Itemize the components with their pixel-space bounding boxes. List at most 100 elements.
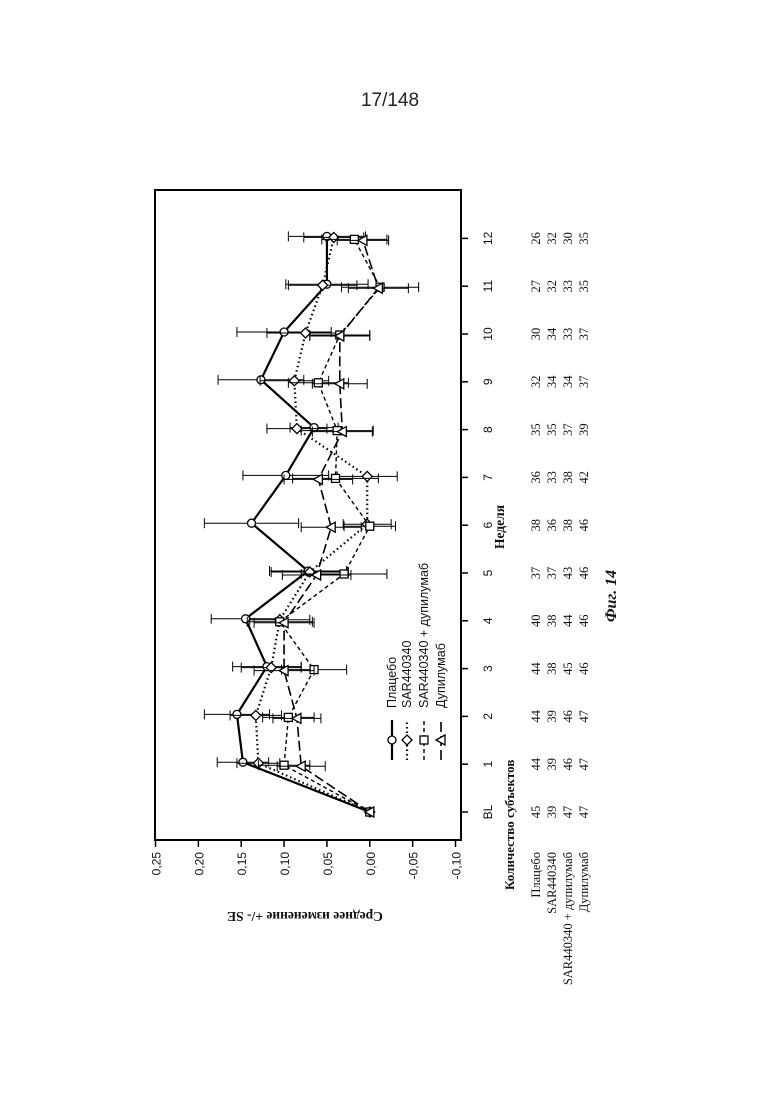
- subjects-row-label: Плацебо: [529, 852, 543, 898]
- y-tick-label: 0,25: [150, 852, 164, 876]
- x-tick-label: 7: [481, 474, 495, 481]
- subjects-count: 46: [561, 758, 575, 771]
- legend-marker: [420, 736, 428, 744]
- subjects-count: 47: [577, 758, 591, 771]
- x-tick-label: 11: [481, 280, 495, 293]
- y-tick-label: 0,00: [364, 852, 378, 876]
- subjects-table-title: Количество субъектов: [502, 760, 517, 890]
- data-point: [301, 328, 311, 338]
- data-point: [362, 471, 372, 481]
- legend-label: SAR440340 + дупилумаб: [417, 563, 431, 708]
- subjects-count: 43: [561, 567, 575, 580]
- y-tick-label: 0,10: [278, 852, 292, 876]
- subjects-row-label: SAR440340: [545, 852, 559, 914]
- y-tick-label: -0,05: [407, 852, 421, 880]
- subjects-count: 37: [545, 567, 559, 580]
- subjects-count: 33: [545, 471, 559, 484]
- subjects-count: 37: [529, 567, 543, 580]
- subjects-count: 39: [577, 423, 591, 436]
- subjects-count: 30: [561, 232, 575, 245]
- series-1: [204, 231, 373, 816]
- subjects-count: 45: [529, 806, 543, 819]
- data-point: [280, 328, 288, 336]
- data-point: [280, 761, 288, 769]
- data-point: [251, 710, 261, 720]
- x-axis: BL123456789101112: [461, 231, 495, 819]
- data-point: [284, 713, 292, 721]
- subjects-count: 39: [545, 710, 559, 723]
- data-point: [233, 710, 241, 718]
- subjects-row: SAR44034039393938383736333534343232: [545, 232, 559, 914]
- subjects-count: 36: [545, 519, 559, 532]
- subjects-count: 44: [561, 614, 575, 627]
- legend-item: SAR440340: [400, 641, 414, 760]
- x-tick-label: BL: [481, 804, 495, 819]
- subjects-count: 39: [545, 758, 559, 771]
- data-point: [282, 471, 290, 479]
- subjects-count: 42: [577, 471, 591, 484]
- subjects-count: 47: [561, 806, 575, 819]
- x-tick-label: 4: [481, 617, 495, 624]
- subjects-count: 46: [561, 710, 575, 723]
- legend-label: Плацебо: [385, 657, 399, 708]
- data-point: [314, 379, 322, 387]
- subjects-count: 33: [561, 280, 575, 293]
- subjects-count: 38: [545, 662, 559, 675]
- subjects-row-label: Дупилумаб: [577, 852, 591, 912]
- x-tick-label: 3: [481, 665, 495, 672]
- subjects-count: 45: [561, 662, 575, 675]
- subjects-count: 39: [545, 806, 559, 819]
- subjects-count: 35: [529, 423, 543, 436]
- y-tick-label: 0,20: [192, 852, 206, 876]
- subjects-count: 34: [561, 375, 575, 388]
- data-point: [350, 235, 358, 243]
- subjects-row: SAR440340 + дупилумаб 47 46 46 45 44 43 38 38 37 3…: [561, 232, 575, 985]
- x-tick-label: 12: [481, 231, 495, 245]
- subjects-count: 46: [577, 615, 591, 628]
- subjects-count: 44: [529, 709, 543, 722]
- data-point: [248, 519, 256, 527]
- subjects-count: 32: [545, 232, 559, 245]
- subjects-count: 46: [577, 519, 591, 532]
- subjects-count: 47: [577, 710, 591, 723]
- subjects-count: 37: [561, 423, 575, 436]
- subjects-count: 34: [545, 375, 559, 388]
- x-axis-title: Неделя: [492, 505, 507, 549]
- subjects-count: 44: [529, 757, 543, 770]
- subjects-count: 33: [561, 328, 575, 341]
- subjects-row: Плацебо45444444403738363532302726: [529, 232, 543, 898]
- data-point: [332, 474, 340, 482]
- subjects-count: 38: [561, 471, 575, 484]
- x-tick-label: 5: [481, 569, 495, 576]
- subjects-count: 44: [529, 662, 543, 675]
- data-point: [340, 570, 348, 578]
- legend: ПлацебоSAR440340SAR440340 + дупилумабДуп…: [385, 563, 448, 760]
- data-point: [289, 376, 299, 386]
- x-tick-label: 8: [481, 426, 495, 433]
- subjects-count: 38: [561, 519, 575, 532]
- legend-label: Дупилумаб: [434, 643, 448, 708]
- y-tick-label: -0,10: [450, 852, 464, 880]
- subjects-row: Дупилумаб47474746464646423937373535: [577, 232, 591, 912]
- data-point: [239, 758, 247, 766]
- legend-label: SAR440340: [400, 641, 414, 708]
- subjects-row-label: SAR440340 + дупилумаб: [561, 852, 575, 985]
- subjects-count: 37: [577, 328, 591, 341]
- subjects-table: Количество субъектовПлацебо4544444440373…: [502, 232, 591, 985]
- legend-marker: [402, 735, 412, 745]
- subjects-count: 38: [545, 615, 559, 628]
- subjects-count: 38: [529, 519, 543, 532]
- y-tick-label: 0,15: [235, 852, 249, 876]
- x-tick-label: 9: [481, 378, 495, 385]
- subjects-count: 36: [529, 471, 543, 484]
- subjects-count: 26: [529, 232, 543, 245]
- legend-marker: [388, 736, 396, 744]
- data-point: [257, 376, 265, 384]
- subjects-count: 37: [577, 376, 591, 389]
- y-axis-title: Среднее изменение +/- SE: [227, 909, 383, 924]
- subjects-count: 46: [577, 662, 591, 675]
- subjects-count: 34: [545, 327, 559, 340]
- series-layer: [204, 231, 418, 817]
- legend-item: Плацебо: [385, 657, 399, 760]
